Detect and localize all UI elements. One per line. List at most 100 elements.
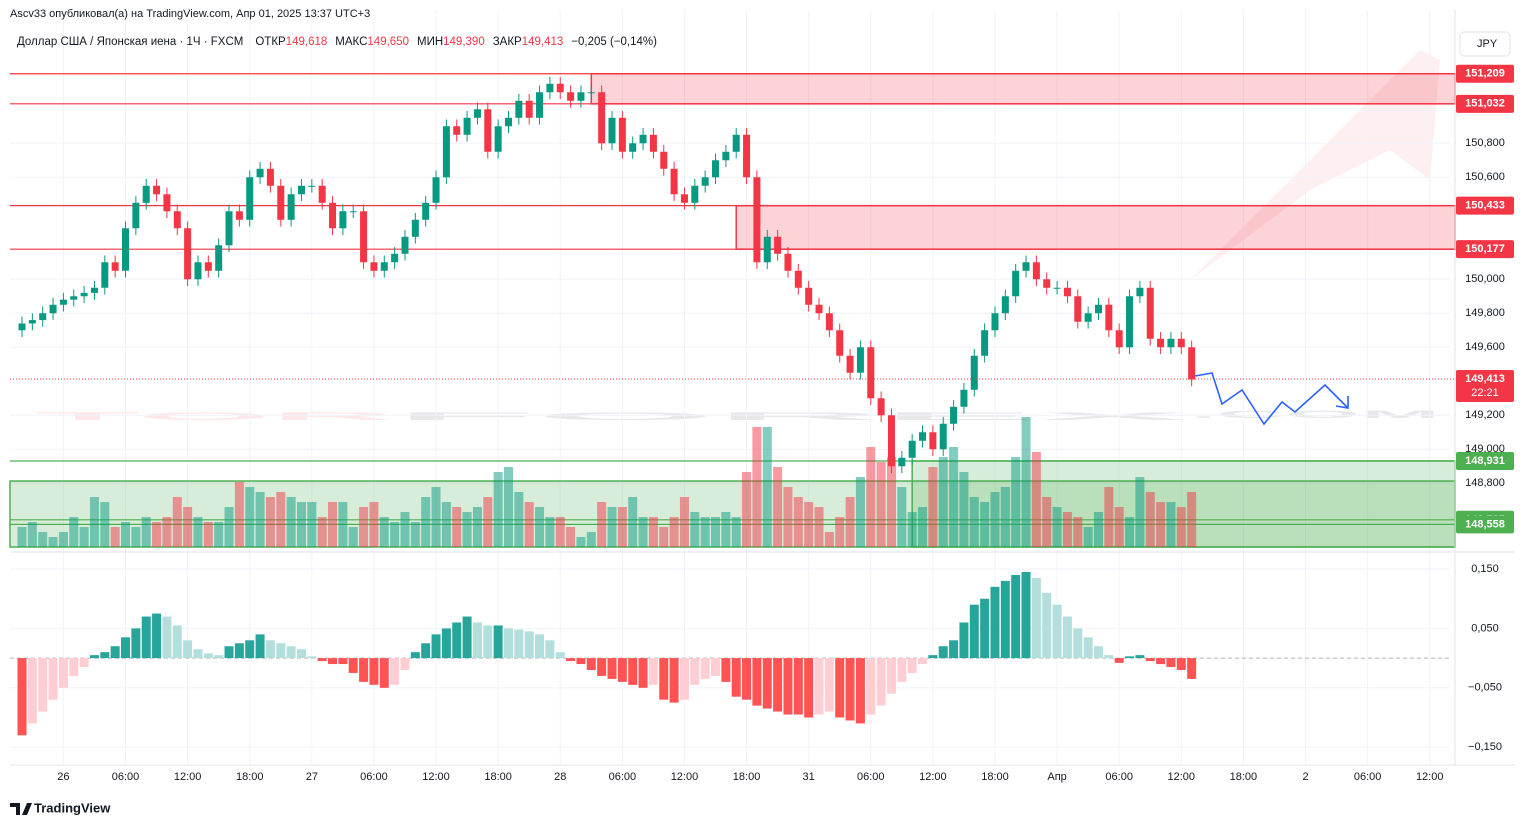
candle-body [318, 185, 326, 203]
candle-body [246, 177, 254, 220]
histogram-bar [245, 640, 255, 659]
symbol: Доллар США / Японская иена · 1Ч · FXCM [17, 36, 243, 48]
histogram-bar [224, 646, 234, 659]
candle-body [877, 398, 885, 416]
candle-body [1126, 296, 1134, 348]
volume-bar [773, 467, 783, 547]
candle-body [939, 423, 947, 450]
x-tick-label: 27 [306, 771, 318, 783]
volume-bar [969, 497, 979, 547]
y-tick-label: 150,600 [1465, 171, 1505, 183]
candle-body [28, 320, 36, 324]
histogram-bar [503, 628, 513, 659]
currency-box[interactable] [1459, 31, 1511, 57]
y-tick-label: 149,200 [1465, 409, 1505, 421]
y-tick-label: 0,050 [1471, 622, 1499, 634]
volume-bar [1083, 527, 1093, 547]
candle-body [546, 83, 554, 93]
volume-bar [245, 487, 255, 547]
volume-bar [390, 522, 400, 547]
candle-body [1032, 262, 1040, 280]
volume-bar [452, 507, 462, 547]
volume-bar [152, 522, 162, 547]
histogram-bar [152, 613, 162, 659]
y-tick-label: 150,800 [1465, 137, 1505, 149]
candle-body [608, 117, 616, 144]
histogram-bar [1073, 628, 1083, 659]
histogram-bar [938, 646, 948, 659]
volume-bar [17, 527, 27, 547]
candle-body [173, 211, 181, 229]
histogram-bar [669, 658, 679, 703]
candle-body [422, 202, 430, 220]
x-tick-label: 12:00 [919, 771, 947, 783]
candle-body [753, 177, 761, 263]
volume-bar [100, 502, 110, 547]
volume-bar [679, 497, 689, 547]
x-tick-label: 26 [57, 771, 69, 783]
volume-bar [1062, 512, 1072, 547]
histogram-bar [648, 658, 658, 685]
histogram-bar [472, 622, 482, 659]
zone [590, 72, 1456, 105]
candle-body [297, 185, 305, 195]
histogram-bar [773, 658, 783, 712]
volume-bar [141, 517, 151, 547]
volume-bar [131, 527, 141, 547]
y-tick-label: −0,050 [1468, 682, 1502, 694]
histogram-bar [203, 653, 213, 659]
volume-bar [659, 527, 669, 547]
volume-bar [1042, 497, 1052, 547]
volume-bar [328, 502, 338, 547]
histogram-bar [514, 629, 524, 659]
volume-bar [1166, 502, 1176, 547]
histogram-bar [711, 658, 721, 676]
candle-body [1146, 287, 1154, 339]
price-label-bg [1456, 196, 1514, 215]
histogram-bar [172, 625, 182, 659]
histogram-bar [793, 658, 803, 715]
histogram-bar [566, 658, 576, 662]
histogram-bar [1135, 655, 1145, 659]
price-label: 150,177 [1465, 243, 1505, 255]
histogram-bar [949, 640, 959, 659]
x-tick-label: 18:00 [1230, 771, 1258, 783]
histogram-bar [1083, 637, 1093, 659]
ohlc-item: ОТКР149,618 [255, 36, 327, 48]
histogram-bar [845, 658, 855, 721]
volume-bar [441, 502, 451, 547]
histogram-bar [876, 658, 886, 706]
candle-body [981, 330, 989, 356]
histogram-bar [866, 658, 876, 715]
candle-body [484, 109, 492, 152]
volume-bar [918, 507, 928, 547]
candle-body [1043, 279, 1051, 288]
volume-bar [214, 522, 224, 547]
volume-bar [607, 507, 617, 547]
volume-bar [172, 497, 182, 547]
countdown: 22:21 [1471, 387, 1499, 399]
volume-bar [762, 427, 772, 547]
ohlc-item: МАКС149,650 [335, 36, 409, 48]
price-label-bg [1456, 451, 1514, 470]
volume-bar [845, 497, 855, 547]
volume-bar [1104, 487, 1114, 547]
histogram-bar [1052, 604, 1062, 659]
histogram-bar [296, 649, 306, 659]
candle-body [701, 177, 709, 186]
histogram-bar [369, 658, 379, 685]
watermark: TOR FOREX .COM [35, 50, 1440, 423]
volume-bar [1135, 477, 1145, 547]
histogram-bar [752, 658, 762, 706]
ohlc-value: 149,650 [367, 36, 409, 48]
candle-body [339, 211, 347, 229]
price-label: 148,558 [1465, 518, 1505, 530]
last-price-label: 149,413 [1465, 373, 1505, 385]
histogram-bar [679, 658, 689, 700]
candle-body [132, 202, 140, 229]
histogram-bar [348, 658, 358, 673]
candle-body [80, 292, 88, 297]
volume-bar [938, 457, 948, 547]
currency[interactable]: JPY [1477, 38, 1498, 50]
volume-bar [1176, 507, 1186, 547]
